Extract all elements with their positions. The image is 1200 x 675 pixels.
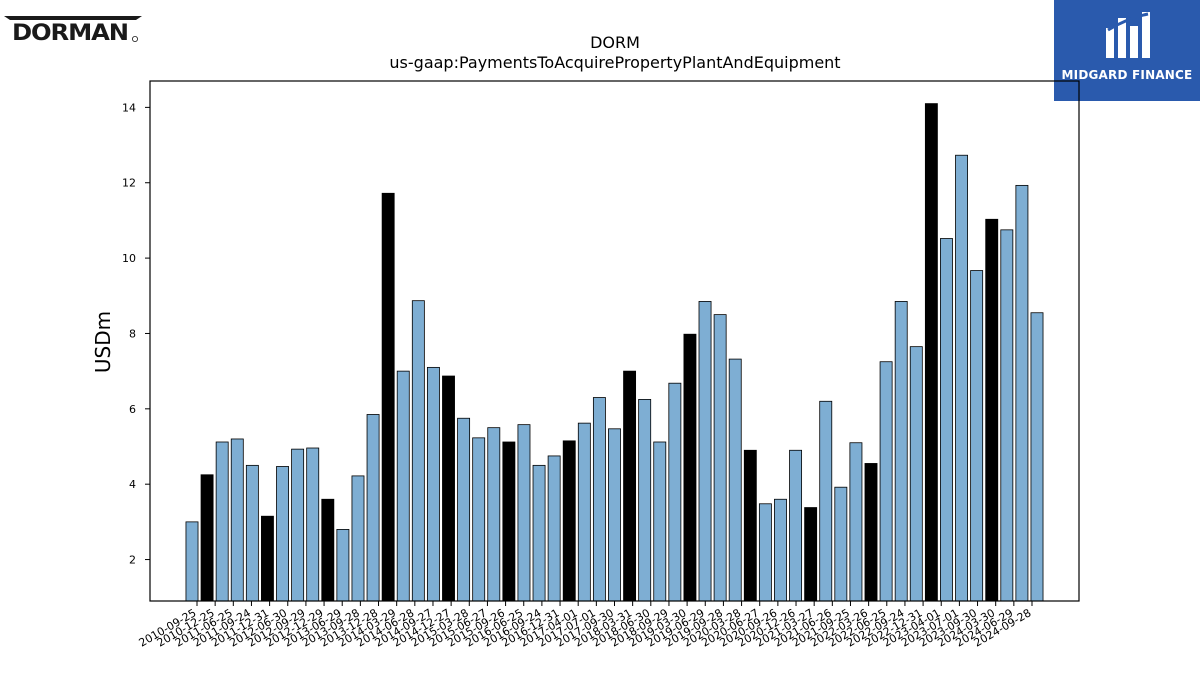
bar-0 xyxy=(185,521,199,602)
bar-29 xyxy=(623,370,637,602)
bar-42 xyxy=(819,400,833,602)
bar-12 xyxy=(366,414,380,602)
dorman-logo-mark: DORMAN xyxy=(4,16,142,46)
bar-38 xyxy=(758,503,772,602)
bar-48 xyxy=(909,346,923,602)
bar-43 xyxy=(834,486,848,602)
bar-45 xyxy=(864,463,878,602)
bar-55 xyxy=(1015,184,1029,602)
bar-9 xyxy=(321,498,335,602)
y-tick-label: 4 xyxy=(129,478,136,491)
bar-5 xyxy=(261,515,274,602)
bar-7 xyxy=(291,448,305,602)
bar-35 xyxy=(713,314,727,602)
bar-33 xyxy=(683,333,697,602)
bar-13 xyxy=(381,192,395,602)
midgard-finance-logo: MIDGARD FINANCE xyxy=(1054,0,1200,101)
bar-49 xyxy=(924,103,938,602)
bar-21 xyxy=(502,441,516,602)
bar-30 xyxy=(638,399,652,602)
y-ticks: 2 4 6 8 10 12 14 xyxy=(122,101,150,567)
chart-title: DORM xyxy=(590,33,640,52)
bar-17 xyxy=(442,375,455,602)
y-tick-label: 8 xyxy=(129,327,136,340)
bar-37 xyxy=(743,449,757,602)
dorman-logo-text: DORMAN xyxy=(12,21,128,44)
bar-11 xyxy=(351,475,365,602)
bar-44 xyxy=(849,442,863,602)
bar-26 xyxy=(577,422,591,602)
bar-34 xyxy=(698,301,712,602)
bar-19 xyxy=(472,437,486,602)
bar-27 xyxy=(592,397,606,602)
y-axis-label: USDm xyxy=(91,311,115,373)
bar-52 xyxy=(970,270,984,602)
bar-14 xyxy=(396,370,410,602)
bar-4 xyxy=(245,464,259,602)
bar-18 xyxy=(457,417,471,602)
chart-subtitle: us-gaap:PaymentsToAcquirePropertyPlantAn… xyxy=(389,53,840,72)
midgard-brand-text: MIDGARD FINANCE xyxy=(1061,68,1193,82)
y-tick-label: 14 xyxy=(122,101,136,114)
midgard-logo-mark xyxy=(1106,12,1150,58)
bar-10 xyxy=(336,529,350,602)
y-tick-label: 12 xyxy=(122,177,136,190)
y-tick-label: 10 xyxy=(122,252,136,265)
y-tick-label: 2 xyxy=(129,554,136,567)
bar-16 xyxy=(426,366,440,602)
bar-41 xyxy=(804,507,818,602)
bar-22 xyxy=(517,424,531,602)
bar-1 xyxy=(200,474,214,602)
bar-56 xyxy=(1030,312,1044,602)
bar-15 xyxy=(411,300,425,602)
bar-2 xyxy=(215,441,229,602)
bar-32 xyxy=(668,382,682,602)
bar-51 xyxy=(955,154,968,602)
bars-layer xyxy=(185,103,1044,602)
bar-50 xyxy=(940,238,953,602)
bar-40 xyxy=(789,449,803,602)
x-ticks: 2010-09-252010-12-252011-06-252011-09-24… xyxy=(137,601,1034,650)
bar-39 xyxy=(774,498,787,602)
bar-20 xyxy=(487,427,501,602)
bar-46 xyxy=(879,361,893,602)
bar-23 xyxy=(532,464,546,602)
bar-24 xyxy=(547,455,561,602)
bar-8 xyxy=(306,447,320,602)
y-tick-label: 6 xyxy=(129,403,136,416)
bar-6 xyxy=(276,466,289,602)
bar-54 xyxy=(1000,229,1014,602)
bar-31 xyxy=(653,441,667,602)
bar-53 xyxy=(985,218,999,602)
bar-47 xyxy=(894,301,908,602)
plot-frame xyxy=(149,80,1080,602)
dorman-logo: DORMAN xyxy=(4,14,142,46)
bar-25 xyxy=(562,440,576,602)
bar-36 xyxy=(728,358,742,602)
bar-3 xyxy=(230,438,244,602)
bar-28 xyxy=(608,428,621,602)
